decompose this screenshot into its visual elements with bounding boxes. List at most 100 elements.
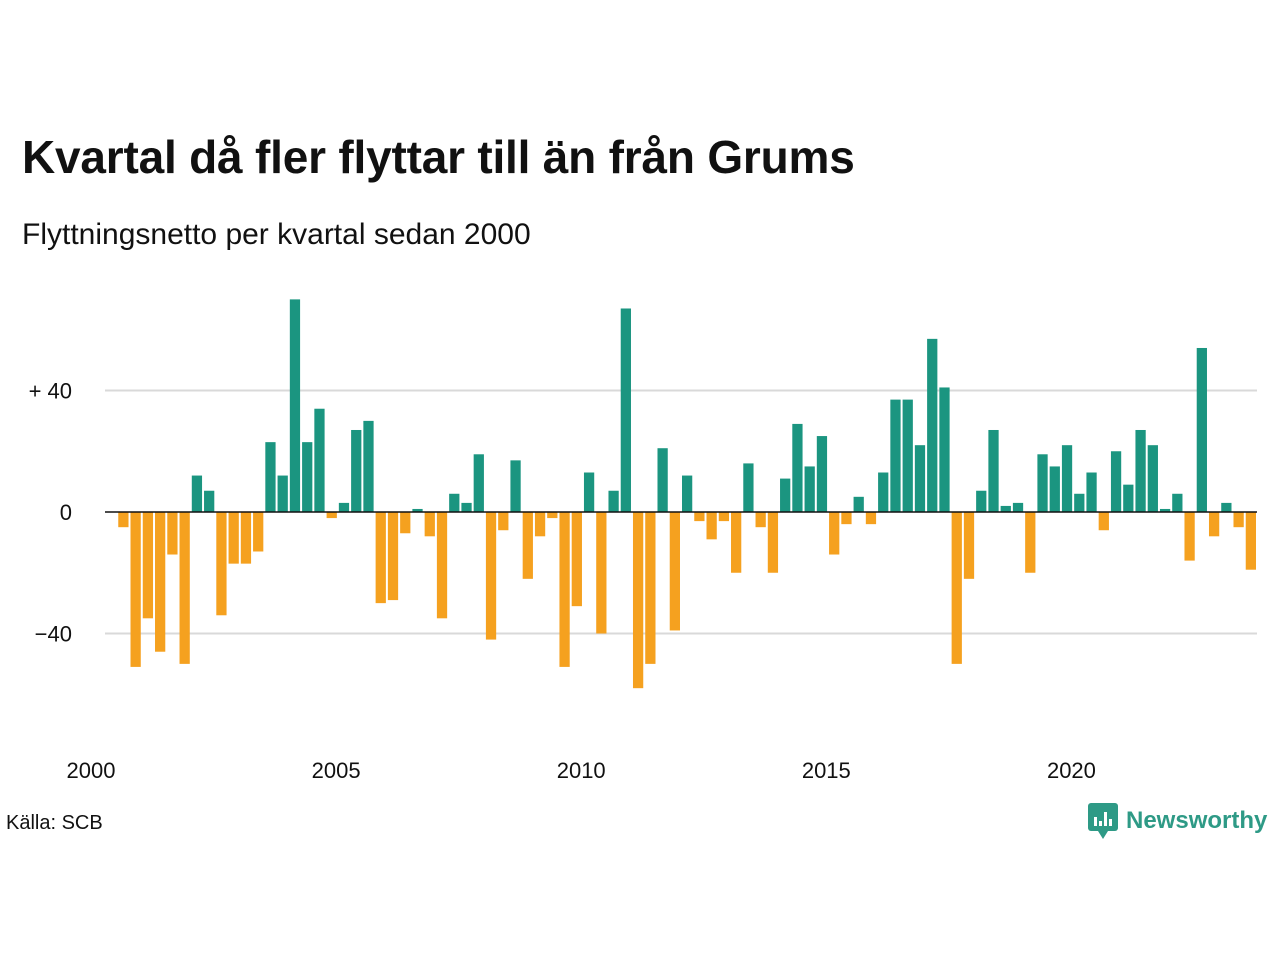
bar-positive (976, 490, 987, 512)
y-tick-label: −40 (35, 622, 72, 647)
bar-negative (118, 512, 129, 528)
bar-positive (988, 429, 999, 512)
bar-positive (1147, 445, 1158, 513)
bar-positive (302, 442, 313, 512)
bar-negative (1098, 512, 1109, 531)
bar-negative (731, 512, 742, 573)
x-axis-labels: 2000 2005 2010 2015 2020 (67, 758, 1096, 783)
bar-negative (522, 512, 533, 579)
bar-positive (804, 466, 815, 512)
bar-positive (878, 472, 889, 512)
bar-positive (277, 475, 288, 512)
bars-layer (118, 299, 1256, 689)
bar-positive (1196, 347, 1207, 513)
bar-negative (155, 512, 166, 652)
x-tick-label: 2010 (557, 758, 606, 783)
bar-positive (461, 502, 472, 512)
bar-negative (767, 512, 779, 573)
bar-positive (583, 472, 595, 512)
bar-negative (718, 512, 730, 522)
bar-positive (314, 408, 325, 513)
bar-positive (939, 387, 950, 512)
bar-positive (265, 442, 276, 512)
bar-negative (632, 512, 644, 689)
bar-negative (326, 512, 337, 519)
bar-negative (1245, 512, 1256, 570)
bar-positive (657, 448, 668, 512)
bar-negative (1208, 512, 1220, 537)
bar-positive (780, 478, 791, 512)
bar-positive (682, 475, 693, 512)
chart-title: Kvartal då fler flyttar till än från Gru… (22, 131, 855, 183)
bar-positive (1061, 445, 1073, 513)
bar-negative (240, 512, 252, 564)
bar-positive (914, 445, 926, 513)
brand-name: Newsworthy (1126, 807, 1268, 834)
bar-negative (951, 512, 962, 664)
bar-negative (706, 512, 717, 540)
bar-positive (204, 490, 215, 512)
bar-negative (130, 512, 141, 667)
bar-negative (424, 512, 435, 537)
bar-positive (412, 508, 423, 512)
bar-positive (890, 399, 901, 512)
bar-positive (449, 493, 460, 512)
bar-positive (338, 502, 350, 512)
bar-negative (1233, 512, 1244, 528)
bar-negative (755, 512, 766, 528)
bar-negative (1184, 512, 1195, 561)
newsworthy-brand: Newsworthy (1088, 803, 1267, 839)
bar-positive (853, 496, 864, 512)
bar-negative (963, 512, 975, 579)
bar-positive (1221, 502, 1232, 512)
source-note: Källa: SCB (6, 812, 103, 834)
bar-positive (1049, 466, 1060, 512)
bar-negative (841, 512, 852, 525)
bar-negative (669, 512, 680, 631)
bar-negative (253, 512, 264, 552)
bar-negative (865, 512, 877, 525)
bar-negative (436, 512, 448, 619)
bar-negative (571, 512, 582, 607)
y-tick-label: 0 (60, 500, 72, 525)
bar-positive (1037, 454, 1048, 512)
newsworthy-logo-icon (1088, 803, 1118, 839)
bar-positive (1159, 508, 1171, 512)
bar-positive (902, 399, 913, 512)
y-tick-label: + 40 (29, 379, 72, 404)
bar-positive (620, 308, 631, 512)
bar-negative (179, 512, 190, 664)
bar-positive (1110, 451, 1122, 512)
bar-negative (547, 512, 558, 519)
bar-positive (473, 454, 484, 512)
x-tick-label: 2000 (67, 758, 116, 783)
bar-positive (927, 338, 938, 512)
bar-negative (167, 512, 178, 555)
bar-negative (596, 512, 607, 634)
bar-positive (191, 475, 203, 512)
bar-negative (829, 512, 840, 555)
bar-positive (816, 436, 828, 512)
bar-positive (1000, 505, 1011, 513)
bar-positive (289, 299, 301, 513)
bar-negative (694, 512, 705, 522)
bar-negative (216, 512, 227, 616)
bar-positive (1123, 484, 1134, 512)
bar-positive (608, 490, 619, 512)
bar-negative (142, 512, 154, 619)
bar-negative (498, 512, 509, 531)
bar-negative (400, 512, 411, 534)
x-tick-label: 2015 (802, 758, 851, 783)
y-axis-labels: + 40 0 −40 (29, 379, 72, 647)
bar-positive (363, 420, 374, 513)
bar-negative (559, 512, 570, 667)
bar-positive (510, 460, 521, 512)
bar-negative (1025, 512, 1036, 573)
bar-negative (228, 512, 239, 564)
bar-positive (1074, 493, 1085, 512)
x-tick-label: 2020 (1047, 758, 1096, 783)
bar-positive (1012, 502, 1024, 512)
bar-positive (743, 463, 754, 512)
bar-positive (1172, 493, 1183, 512)
